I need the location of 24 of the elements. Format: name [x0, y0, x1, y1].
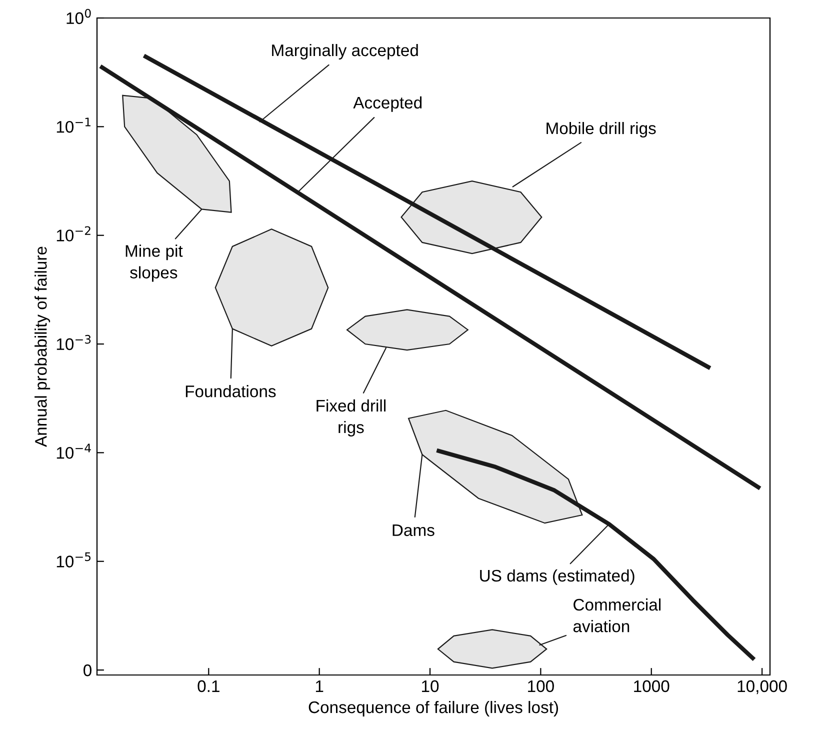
x-axis-title: Consequence of failure (lives lost): [308, 700, 558, 716]
annotation: US dams (estimated): [480, 569, 634, 585]
y-tick-label: 10$^{−1}$: [56, 118, 90, 133]
annotation: Fixed drill rigs: [316, 399, 386, 437]
y-tick-label: 10$^{0}$: [66, 8, 91, 24]
x-tick-label: 0.1: [198, 680, 220, 692]
x-tick-label: 10: [422, 680, 439, 692]
annotation: Foundations: [186, 385, 276, 398]
y-tick-label: 10$^{−2}$: [56, 226, 90, 242]
annotation: Mobile drill rigs: [546, 122, 656, 138]
y-tick-label: 10$^{−5}$: [56, 552, 91, 568]
y-tick-label: 0: [84, 664, 92, 676]
x-tick-label: 1000: [634, 680, 670, 692]
y-axis-title: Annual probability of failure: [34, 246, 50, 447]
annotation: Mine pit slopes: [126, 244, 183, 282]
x-tick-label: 1: [316, 680, 324, 692]
annotation: Marginally accepted: [272, 44, 418, 60]
x-tick-label: 10,000: [738, 680, 787, 694]
annotation: Accepted: [353, 96, 422, 112]
annotation: Commercial aviation: [573, 598, 660, 632]
x-tick-label: 100: [528, 680, 554, 692]
annotation: Dams: [392, 524, 434, 536]
y-tick-label: 10$^{−4}$: [56, 444, 91, 459]
y-tick-label: 10$^{−3}$: [56, 334, 91, 350]
